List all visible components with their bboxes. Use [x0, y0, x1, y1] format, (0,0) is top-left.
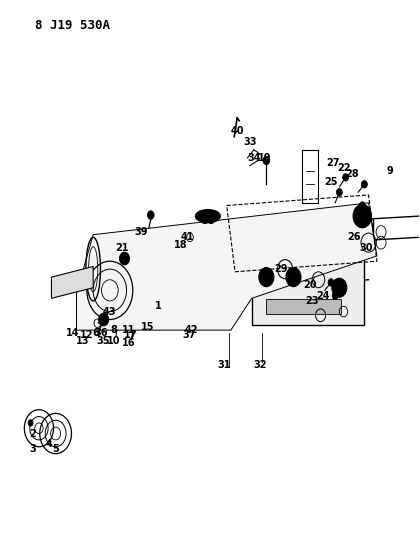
Text: 42: 42 [184, 325, 198, 335]
Text: 16: 16 [122, 338, 135, 349]
Polygon shape [76, 203, 377, 330]
Text: 5: 5 [52, 445, 59, 455]
Text: 20: 20 [303, 280, 317, 290]
Text: 23: 23 [305, 296, 319, 306]
Text: 43: 43 [103, 306, 117, 317]
Ellipse shape [195, 209, 220, 223]
Circle shape [147, 211, 154, 219]
Text: 35: 35 [97, 336, 110, 346]
Circle shape [263, 156, 270, 165]
Circle shape [332, 292, 338, 300]
Text: 31: 31 [218, 360, 231, 369]
Text: 33: 33 [243, 137, 256, 147]
Text: 12: 12 [80, 330, 94, 341]
Circle shape [353, 205, 371, 228]
Text: 28: 28 [345, 169, 359, 179]
Text: 7: 7 [96, 322, 103, 333]
Text: 6: 6 [92, 328, 99, 338]
Text: 18: 18 [174, 240, 188, 251]
Text: 15: 15 [141, 322, 154, 333]
Text: 29: 29 [274, 264, 288, 274]
Circle shape [328, 279, 334, 286]
Text: 21: 21 [116, 243, 129, 253]
FancyBboxPatch shape [252, 232, 365, 325]
Circle shape [362, 181, 368, 188]
Polygon shape [52, 266, 93, 298]
Circle shape [286, 268, 301, 287]
Text: 9: 9 [386, 166, 393, 176]
Circle shape [119, 252, 129, 265]
Circle shape [28, 419, 33, 426]
Text: 3: 3 [29, 445, 36, 455]
Text: 1: 1 [155, 301, 161, 311]
Text: 14: 14 [66, 328, 79, 338]
Text: 34: 34 [247, 153, 260, 163]
Text: 25: 25 [324, 176, 338, 187]
Text: 27: 27 [326, 158, 340, 168]
Circle shape [332, 278, 347, 297]
Text: 8 J19 530A: 8 J19 530A [35, 19, 110, 32]
Text: 32: 32 [253, 360, 267, 369]
Text: 22: 22 [337, 164, 350, 173]
FancyBboxPatch shape [266, 300, 341, 314]
Circle shape [343, 174, 349, 181]
Text: 8: 8 [110, 325, 118, 335]
Text: 13: 13 [76, 336, 89, 346]
Text: 39: 39 [134, 227, 148, 237]
Text: 24: 24 [316, 290, 329, 301]
Text: 40: 40 [230, 126, 244, 136]
Circle shape [360, 202, 365, 209]
Text: 36: 36 [95, 328, 108, 338]
Text: 17: 17 [124, 330, 137, 341]
Text: 19: 19 [257, 153, 271, 163]
Text: 38: 38 [201, 216, 215, 227]
Circle shape [259, 268, 274, 287]
Circle shape [336, 189, 342, 196]
Text: 26: 26 [347, 232, 361, 243]
Text: 4: 4 [46, 439, 53, 449]
Text: 41: 41 [180, 232, 194, 243]
Text: 2: 2 [29, 429, 36, 439]
Text: 10: 10 [107, 336, 121, 346]
Text: 37: 37 [182, 330, 196, 341]
Circle shape [99, 313, 109, 326]
Text: 11: 11 [122, 325, 135, 335]
Text: 30: 30 [360, 243, 373, 253]
